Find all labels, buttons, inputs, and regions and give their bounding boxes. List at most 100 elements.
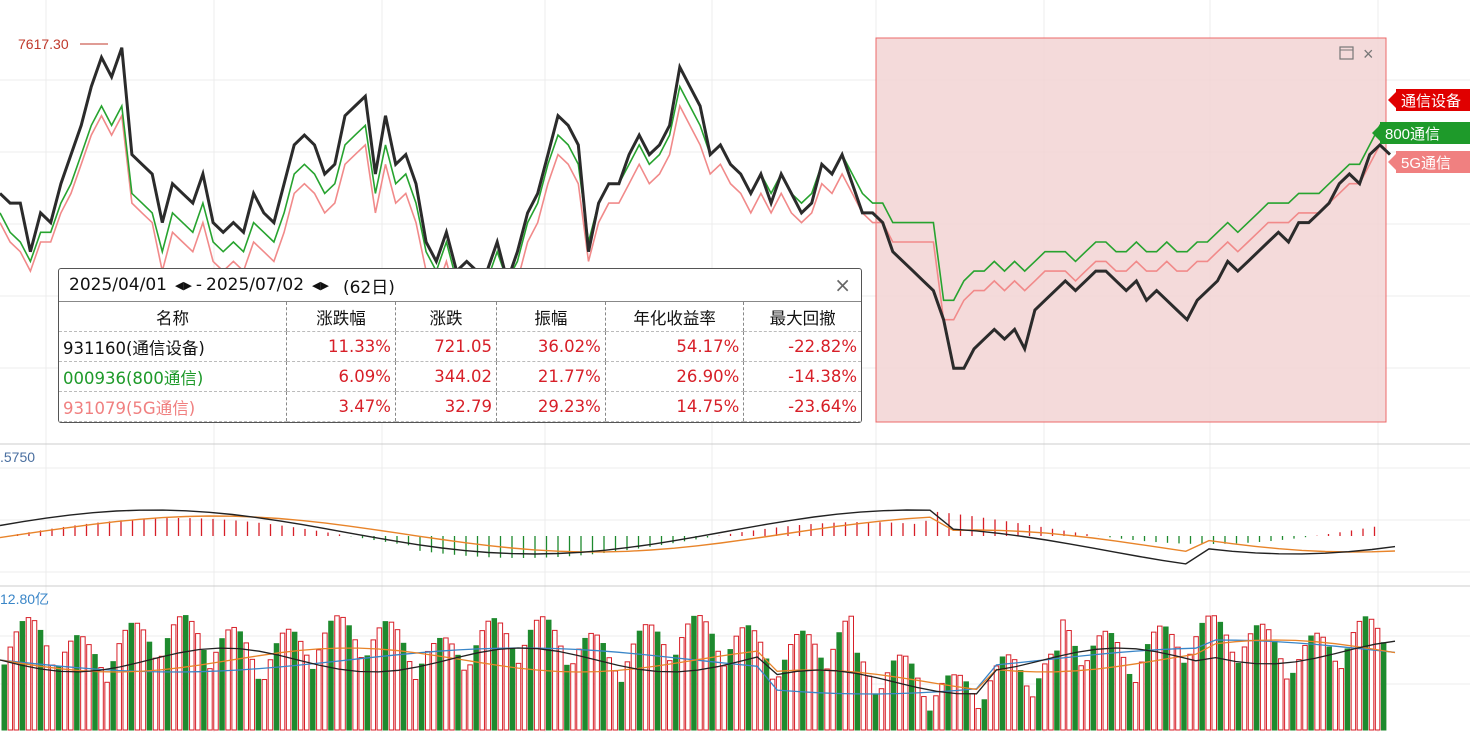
volume-bar-196 bbox=[1187, 653, 1193, 731]
volume-bar-54 bbox=[328, 620, 334, 731]
volume-bar-30 bbox=[183, 615, 189, 731]
volume-bar-102 bbox=[618, 681, 625, 731]
stats-cell-amp: 29.23% bbox=[495, 391, 606, 422]
volume-bar-89 bbox=[539, 616, 546, 731]
volume-bar-68 bbox=[412, 679, 419, 731]
volume-bar-192 bbox=[1163, 626, 1169, 731]
volume-bar-71 bbox=[431, 643, 437, 731]
volume-bar-82 bbox=[497, 622, 504, 731]
stats-cell-annual: 26.90% bbox=[604, 361, 744, 392]
volume-bar-172 bbox=[1042, 663, 1048, 731]
volume-bar-33 bbox=[201, 649, 207, 731]
volume-bar-220 bbox=[1332, 660, 1338, 731]
volume-bar-35 bbox=[213, 651, 219, 731]
volume-bar-158 bbox=[957, 674, 963, 731]
volume-bar-63 bbox=[382, 621, 389, 731]
volume-bar-38 bbox=[231, 626, 237, 731]
volume-bar-46 bbox=[279, 632, 286, 731]
range-start-date[interactable]: 2025/04/01 bbox=[69, 275, 167, 295]
volume-bar-188 bbox=[1138, 661, 1145, 731]
volume-bar-83 bbox=[503, 633, 510, 731]
volume-bar-128 bbox=[775, 676, 782, 731]
volume-bar-112 bbox=[679, 637, 685, 731]
volume-bar-132 bbox=[800, 630, 806, 731]
volume-bar-222 bbox=[1344, 648, 1351, 731]
volume-bar-119 bbox=[721, 665, 727, 731]
volume-bar-60 bbox=[364, 655, 370, 731]
volume-bar-80 bbox=[485, 620, 491, 731]
volume-bar-51 bbox=[310, 668, 316, 731]
volume-bar-209 bbox=[1265, 629, 1272, 731]
volume-bar-24 bbox=[146, 641, 153, 731]
series-tag-bg-0 bbox=[1396, 89, 1470, 111]
range-end-arrows-icon[interactable]: ◀▶ bbox=[312, 278, 329, 292]
volume-bar-195 bbox=[1181, 662, 1187, 731]
series-line-0 bbox=[0, 47, 1392, 370]
volume-bar-58 bbox=[352, 639, 358, 731]
volume-bar-201 bbox=[1217, 621, 1224, 731]
volume-bar-213 bbox=[1290, 672, 1296, 731]
interval-stats-panel: 2025/04/01 ◀▶ - 2025/07/02 ◀▶ (62日) × 名称… bbox=[58, 268, 862, 423]
volume-bar-115 bbox=[697, 615, 703, 731]
volume-bar-189 bbox=[1144, 644, 1151, 731]
volume-bar-2 bbox=[13, 631, 20, 731]
volume-bar-177 bbox=[1072, 645, 1078, 731]
range-start-arrows-icon[interactable]: ◀▶ bbox=[174, 278, 192, 292]
volume-bar-57 bbox=[346, 625, 352, 731]
volume-bar-15 bbox=[92, 654, 98, 731]
stats-col-header-5: 最大回撤 bbox=[743, 302, 861, 332]
volume-bar-8 bbox=[49, 664, 56, 731]
volume-bar-116 bbox=[703, 621, 709, 731]
stats-row[interactable]: 931160(通信设备) 11.33% 721.05 36.02% 54.17% -22.… bbox=[59, 331, 861, 362]
volume-bar-167 bbox=[1011, 659, 1018, 731]
volume-bar-205 bbox=[1241, 646, 1248, 731]
volume-bar-113 bbox=[685, 623, 691, 731]
volume-bar-40 bbox=[243, 642, 249, 731]
volume-bar-156 bbox=[945, 675, 951, 731]
volume-bar-52 bbox=[316, 649, 322, 731]
volume-bar-37 bbox=[225, 629, 231, 731]
volume-bar-163 bbox=[987, 680, 994, 731]
volume-bar-26 bbox=[158, 655, 165, 731]
close-stats-icon[interactable]: × bbox=[834, 273, 851, 297]
volume-bar-175 bbox=[1060, 619, 1066, 731]
stats-table: 名称 涨跌幅 涨跌 振幅 年化收益率 最大回撤 931160(通信设备) 11.33% 721… bbox=[59, 302, 861, 422]
volume-bar-185 bbox=[1120, 656, 1127, 731]
volume-bar-131 bbox=[794, 634, 800, 731]
selected-range-highlight bbox=[875, 37, 1387, 423]
volume-bar-108 bbox=[654, 631, 661, 731]
range-end-date[interactable]: 2025/07/02 bbox=[206, 275, 305, 295]
series-line-1 bbox=[0, 84, 1391, 302]
volume-bar-218 bbox=[1320, 636, 1326, 731]
volume-bar-25 bbox=[152, 657, 159, 731]
volume-bar-100 bbox=[606, 657, 612, 731]
stats-cell-chg: 32.79 bbox=[394, 391, 497, 422]
volume-bar-105 bbox=[636, 630, 643, 731]
stats-row[interactable]: 000936(800通信) 6.09% 344.02 21.77% 26.90% -14.… bbox=[59, 361, 861, 392]
volume-bar-157 bbox=[951, 674, 957, 731]
volume-bar-173 bbox=[1048, 653, 1054, 731]
series-tag-bg-2 bbox=[1396, 151, 1470, 173]
stats-cell-chg: 344.02 bbox=[394, 361, 497, 392]
volume-bar-62 bbox=[376, 627, 383, 731]
close-range-icon: × bbox=[1363, 44, 1374, 64]
volume-bar-212 bbox=[1284, 678, 1290, 731]
volume-bar-168 bbox=[1017, 670, 1024, 731]
stats-col-header-3: 振幅 bbox=[495, 302, 606, 332]
volume-bar-139 bbox=[842, 620, 848, 731]
stats-cell-chg_pct: 6.09% bbox=[286, 361, 396, 392]
volume-bar-169 bbox=[1023, 685, 1030, 731]
volume-bar-97 bbox=[588, 632, 594, 731]
volume-ma-1 bbox=[0, 639, 1396, 691]
volume-bar-198 bbox=[1199, 622, 1205, 731]
range-separator: - bbox=[195, 275, 203, 295]
volume-bar-41 bbox=[249, 658, 256, 731]
stats-row[interactable]: 931079(5G通信) 3.47% 32.79 29.23% 14.75% -23.64… bbox=[59, 391, 861, 422]
volume-bar-191 bbox=[1157, 625, 1163, 731]
volume-bar-122 bbox=[739, 627, 746, 731]
volume-bar-23 bbox=[140, 629, 147, 731]
volume-bar-180 bbox=[1090, 645, 1096, 731]
series-tag-label-1: 800通信 bbox=[1385, 126, 1440, 143]
volume-bar-87 bbox=[527, 629, 534, 731]
volume-bar-200 bbox=[1211, 615, 1217, 731]
